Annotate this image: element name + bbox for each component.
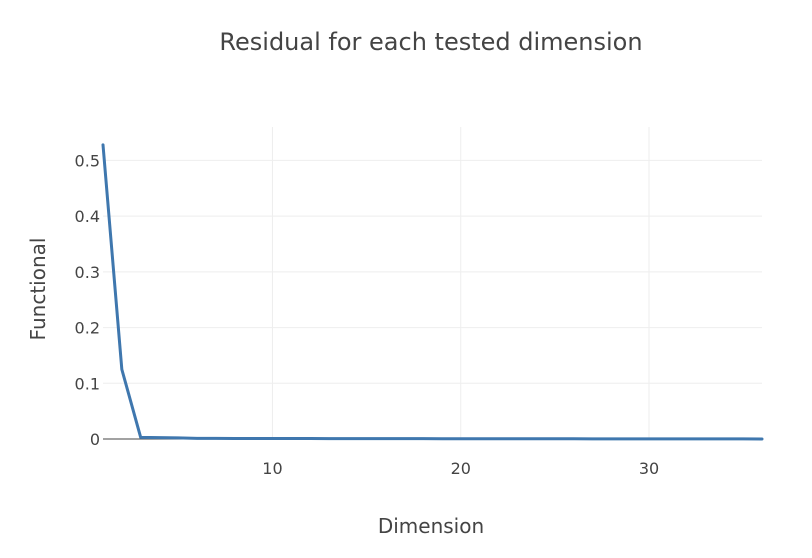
- series-layer: [101, 143, 764, 441]
- y-tick-0.3: 0.3: [75, 263, 100, 282]
- residual-series-line-0: [101, 143, 764, 441]
- y-tick-0.1: 0.1: [75, 374, 100, 393]
- tick-labels: 10 20 30 0 0.1 0.2 0.3 0.4 0.5: [75, 151, 660, 478]
- y-axis-label: Functional: [26, 238, 50, 341]
- grid: [103, 127, 762, 439]
- chart-title: Residual for each tested dimension: [219, 28, 642, 56]
- y-tick-0: 0: [90, 430, 100, 449]
- x-tick-30: 30: [639, 459, 659, 478]
- x-axis-label: Dimension: [378, 514, 484, 538]
- y-tick-0.4: 0.4: [75, 207, 100, 226]
- x-tick-10: 10: [262, 459, 282, 478]
- y-tick-0.2: 0.2: [75, 319, 100, 338]
- x-tick-20: 20: [451, 459, 471, 478]
- y-tick-0.5: 0.5: [75, 151, 100, 170]
